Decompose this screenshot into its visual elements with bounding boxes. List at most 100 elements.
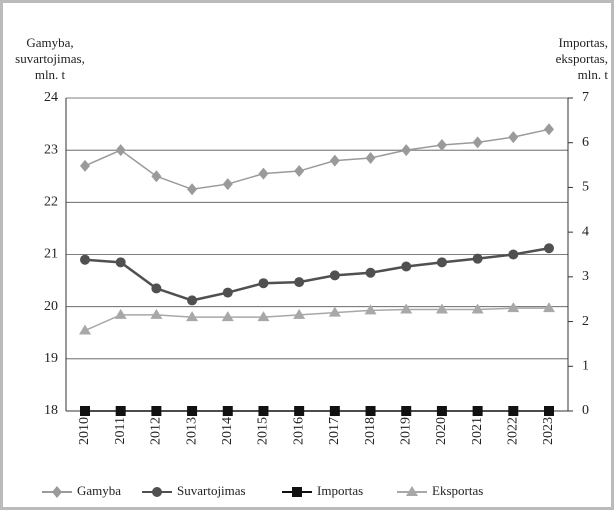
- point: [328, 306, 341, 317]
- series-line: [84, 128, 550, 191]
- y2-tick-label: 5: [582, 180, 589, 195]
- x-tick-label: 2014: [220, 417, 235, 445]
- point: [294, 165, 305, 178]
- point: [80, 159, 90, 172]
- point: [222, 178, 233, 191]
- point: [258, 406, 269, 416]
- y2-tick-label: 6: [582, 135, 589, 150]
- point: [258, 167, 269, 180]
- point: [472, 253, 483, 264]
- point: [365, 151, 376, 164]
- legend-label: Eksportas: [432, 483, 483, 498]
- x-tick-label: 2018: [363, 417, 378, 445]
- point: [544, 243, 554, 254]
- point: [187, 183, 198, 196]
- point: [187, 295, 198, 306]
- legend-label: Suvartojimas: [177, 483, 246, 498]
- x-tick-label: 2019: [398, 417, 413, 445]
- y2-tick-label: 4: [582, 224, 589, 239]
- y-tick-label: 21: [44, 247, 58, 262]
- point: [471, 303, 484, 314]
- point: [80, 406, 90, 416]
- point: [507, 302, 520, 313]
- point: [221, 311, 234, 322]
- point: [150, 308, 163, 319]
- x-tick-label: 2017: [327, 417, 342, 445]
- y2-tick-label: 1: [582, 359, 589, 374]
- x-tick-label: 2023: [541, 417, 556, 445]
- x-tick-label: 2016: [291, 417, 306, 445]
- point: [544, 406, 554, 416]
- legend-label: Gamyba: [77, 483, 121, 498]
- point: [329, 406, 340, 416]
- x-tick-label: 2013: [184, 417, 199, 445]
- y2-tick-label: 2: [582, 314, 589, 329]
- point: [401, 144, 412, 157]
- x-tick-label: 2010: [77, 417, 92, 445]
- y-axis-title: Gamyba,: [26, 35, 73, 50]
- point: [187, 406, 198, 416]
- point: [365, 267, 376, 278]
- point: [329, 270, 340, 281]
- x-tick-label: 2021: [470, 417, 485, 445]
- point: [79, 324, 91, 335]
- point: [52, 486, 62, 498]
- point: [436, 257, 447, 268]
- point: [401, 406, 412, 416]
- y2-tick-label: 7: [582, 90, 589, 105]
- point: [365, 406, 376, 416]
- point: [257, 311, 270, 322]
- y-tick-label: 20: [44, 299, 58, 314]
- point: [152, 487, 162, 497]
- point: [472, 406, 483, 416]
- point: [401, 261, 412, 272]
- y2-axis-title: eksportas,: [556, 51, 608, 66]
- y-tick-label: 24: [44, 90, 58, 105]
- point: [508, 249, 519, 260]
- legend-label: Importas: [317, 483, 363, 498]
- point: [115, 406, 126, 416]
- point: [294, 406, 305, 416]
- point: [258, 278, 269, 289]
- point: [436, 138, 447, 151]
- point: [436, 406, 447, 416]
- point: [222, 406, 233, 416]
- y-tick-label: 19: [44, 351, 58, 366]
- point: [186, 311, 199, 322]
- point: [115, 257, 126, 268]
- point: [151, 170, 162, 183]
- point: [294, 277, 305, 288]
- x-tick-label: 2015: [256, 417, 271, 445]
- series-line: [84, 307, 549, 332]
- point: [80, 254, 90, 265]
- point: [406, 486, 418, 496]
- y-axis-title: suvartojimas,: [15, 51, 85, 66]
- point: [329, 154, 340, 167]
- point: [364, 304, 377, 315]
- point: [508, 131, 519, 144]
- point: [543, 302, 555, 313]
- point: [293, 308, 306, 319]
- point: [292, 487, 302, 497]
- x-tick-label: 2012: [149, 417, 164, 445]
- y2-tick-label: 3: [582, 269, 589, 284]
- x-tick-label: 2020: [434, 417, 449, 445]
- point: [222, 287, 233, 298]
- point: [435, 303, 448, 314]
- point: [115, 144, 126, 157]
- point: [508, 406, 519, 416]
- point: [544, 123, 554, 136]
- point: [472, 136, 483, 149]
- y2-axis-title: mln. t: [578, 67, 609, 82]
- y2-axis-title: Importas,: [559, 35, 608, 50]
- y-tick-label: 18: [44, 403, 58, 418]
- point: [151, 406, 162, 416]
- y-axis-title: mln. t: [35, 67, 66, 82]
- y-tick-label: 23: [44, 142, 58, 157]
- point: [400, 303, 413, 314]
- point: [114, 308, 127, 319]
- y2-tick-label: 0: [582, 403, 589, 418]
- y-tick-label: 22: [44, 195, 58, 210]
- x-tick-label: 2022: [506, 417, 521, 445]
